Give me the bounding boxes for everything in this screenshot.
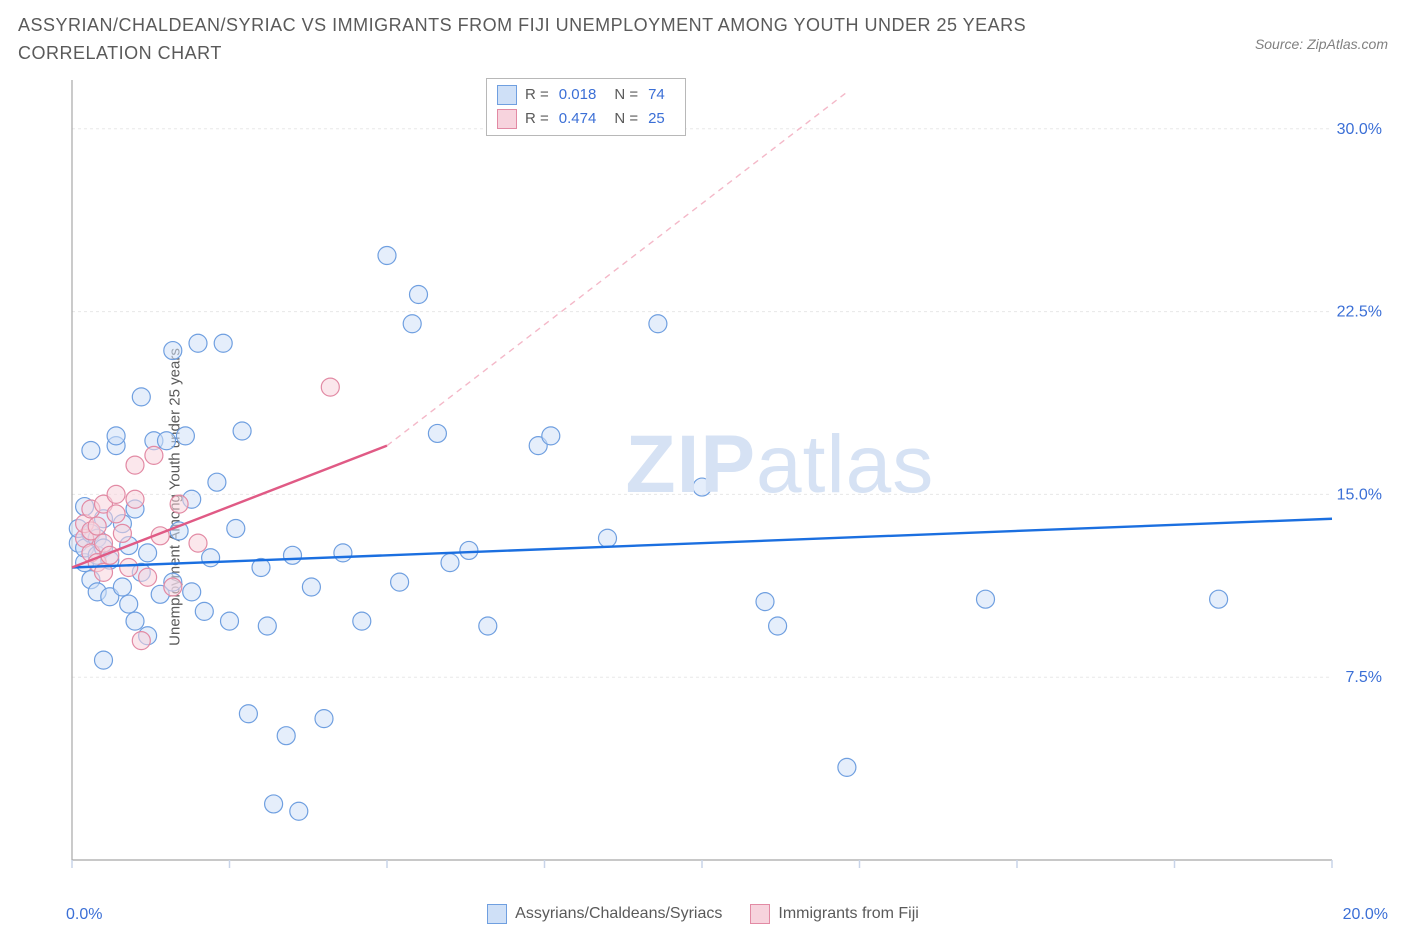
correlation-legend-row: R = 0.018 N = 74: [497, 83, 675, 107]
n-label: N =: [614, 110, 638, 127]
series-legend-item: Assyrians/Chaldeans/Syriacs: [487, 904, 722, 924]
r-label: R =: [525, 86, 549, 103]
chart-container: Unemployment Among Youth under 25 years …: [18, 72, 1388, 922]
correlation-legend: R = 0.018 N = 74 R = 0.474 N = 25: [486, 78, 686, 136]
svg-text:15.0%: 15.0%: [1337, 486, 1382, 503]
series-legend-label: Assyrians/Chaldeans/Syriacs: [515, 905, 722, 923]
legend-swatch: [487, 904, 507, 924]
r-label: R =: [525, 110, 549, 127]
n-value: 74: [648, 86, 665, 103]
scatter-chart: 7.5% 15.0% 22.5% 30.0%: [66, 72, 1388, 892]
svg-text:22.5%: 22.5%: [1337, 303, 1382, 320]
svg-text:30.0%: 30.0%: [1337, 121, 1382, 138]
legend-swatch: [497, 85, 517, 105]
correlation-legend-row: R = 0.474 N = 25: [497, 107, 675, 131]
legend-swatch: [750, 904, 770, 924]
r-value: 0.474: [559, 110, 597, 127]
series-legend-item: Immigrants from Fiji: [750, 904, 918, 924]
source-attribution: Source: ZipAtlas.com: [1255, 12, 1388, 52]
chart-title: ASSYRIAN/CHALDEAN/SYRIAC VS IMMIGRANTS F…: [18, 12, 1118, 68]
n-label: N =: [614, 86, 638, 103]
series-legend-label: Immigrants from Fiji: [778, 905, 918, 923]
plot-area: ZIPatlas 7.5%15.0%22.5%30.0% R =0.018N =…: [66, 72, 1388, 892]
svg-text:7.5%: 7.5%: [1346, 669, 1382, 686]
legend-swatch: [497, 109, 517, 129]
n-value: 25: [648, 110, 665, 127]
r-value: 0.018: [559, 86, 597, 103]
series-legend: Assyrians/Chaldeans/Syriacs Immigrants fr…: [18, 904, 1388, 924]
